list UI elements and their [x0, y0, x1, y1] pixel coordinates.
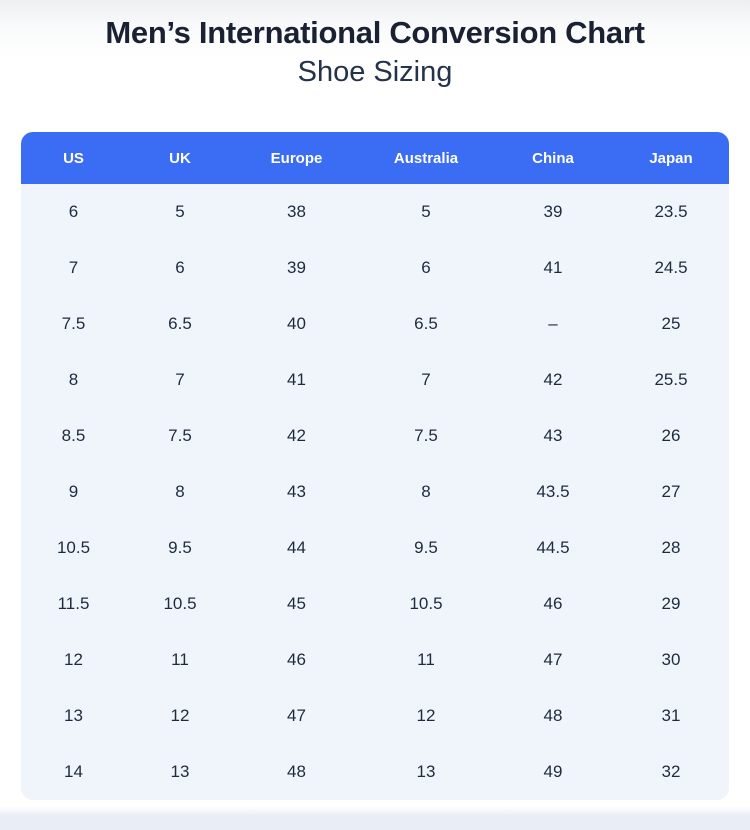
- table-cell: 12: [64, 650, 83, 669]
- table-cell: 7: [421, 370, 431, 389]
- table-cell: 28: [661, 538, 681, 557]
- table-cell: 8: [68, 370, 79, 389]
- table-cell: 23.5: [654, 202, 688, 221]
- table-cell: 12: [170, 706, 190, 725]
- column-header-australia: Australia: [359, 132, 493, 184]
- table-cell: 8.5: [61, 426, 86, 445]
- table-cell: 7.5: [61, 314, 86, 333]
- column-header-china: China: [493, 132, 613, 184]
- conversion-table-card: US UK Europe Australia China Japan 6 5 38 5…: [21, 132, 729, 800]
- table-cell: 9.5: [168, 538, 192, 557]
- conversion-table: US UK Europe Australia China Japan 6 5 38 5…: [21, 132, 729, 800]
- table-cell: 5: [175, 202, 185, 221]
- table-cell: 7.5: [168, 426, 192, 445]
- table-row: 10.5 9.5 44 9.5 44.5 28: [21, 520, 729, 576]
- table-row: 7.5 6.5 40 6.5 – 25: [21, 296, 729, 352]
- column-header-japan: Japan: [613, 132, 729, 184]
- page-title: Men’s International Conversion Chart: [105, 15, 645, 50]
- table-cell: 6.5: [168, 314, 192, 333]
- table-cell: 44: [287, 538, 306, 557]
- table-cell: 14: [64, 762, 83, 781]
- table-cell: 42: [287, 426, 306, 445]
- table-cell: 47: [287, 706, 306, 725]
- table-cell: 39: [287, 258, 306, 277]
- table-cell: 42: [543, 370, 563, 389]
- page-subtitle: Shoe Sizing: [297, 56, 453, 88]
- table-cell: 9: [68, 482, 79, 501]
- table-cell: 13: [170, 762, 190, 781]
- column-header-europe: Europe: [234, 132, 359, 184]
- table-row: 14 13 48 13 49 32: [21, 744, 729, 800]
- table-row: 13 12 47 12 48 31: [21, 688, 729, 744]
- table-row: 11.5 10.5 45 10.5 46 29: [21, 576, 729, 632]
- table-cell: 46: [287, 650, 306, 669]
- table-cell: 10.5: [163, 594, 197, 613]
- table-cell: 27: [661, 482, 681, 501]
- table-row: 9 8 43 8 43.5 27: [21, 464, 729, 520]
- table-row: 8.5 7.5 42 7.5 43 26: [21, 408, 729, 464]
- table-cell: 11.5: [57, 594, 90, 613]
- table-cell: 41: [543, 258, 563, 277]
- table-cell: 11: [171, 650, 189, 669]
- table-cell: 9.5: [414, 538, 438, 557]
- table-row: 7 6 39 6 41 24.5: [21, 240, 729, 296]
- table-cell: 48: [543, 706, 563, 725]
- table-cell: 5: [421, 202, 431, 221]
- table-cell: 32: [661, 762, 681, 781]
- table-cell: 38: [287, 202, 306, 221]
- table-cell: 25: [661, 314, 681, 333]
- table-cell: 30: [661, 650, 681, 669]
- column-header-uk: UK: [126, 132, 234, 184]
- table-cell: 41: [287, 370, 306, 389]
- table-cell: 39: [543, 202, 563, 221]
- table-row: 6 5 38 5 39 23.5: [21, 184, 729, 240]
- table-cell: 43: [287, 482, 306, 501]
- table-row: 12 11 46 11 47 30: [21, 632, 729, 688]
- table-cell: 43: [543, 426, 563, 445]
- column-header-us: US: [21, 132, 126, 184]
- table-cell: 31: [661, 706, 681, 725]
- table-cell: 7: [175, 370, 185, 389]
- table-cell: 48: [287, 762, 306, 781]
- table-cell: 8: [175, 482, 185, 501]
- table-cell: 6.5: [414, 314, 438, 333]
- table-cell: 7.5: [414, 426, 438, 445]
- table-cell: –: [548, 314, 558, 333]
- table-cell: 13: [64, 706, 83, 725]
- table-cell: 44.5: [536, 538, 570, 557]
- table-header: US UK Europe Australia China Japan: [21, 132, 729, 184]
- table-cell: 25.5: [654, 370, 688, 389]
- table-cell: 45: [287, 594, 306, 613]
- table-cell: 43.5: [536, 482, 570, 501]
- table-cell: 46: [543, 594, 563, 613]
- table-cell: 24.5: [654, 258, 688, 277]
- table-cell: 49: [543, 762, 563, 781]
- table-cell: 10.5: [409, 594, 443, 613]
- table-cell: 6: [175, 258, 185, 277]
- table-body: 6 5 38 5 39 23.5 7 6 39 6 41 24.5 7.5 6.5 40 6.5 – 25 8 7 41…: [21, 184, 729, 800]
- table-cell: 47: [543, 650, 563, 669]
- table-cell: 40: [287, 314, 306, 333]
- table-cell: 26: [661, 426, 681, 445]
- table-cell: 10.5: [56, 538, 91, 557]
- table-cell: 12: [416, 706, 436, 725]
- table-cell: 29: [661, 594, 681, 613]
- table-header-row: US UK Europe Australia China Japan: [21, 132, 729, 184]
- table-cell: 11: [417, 650, 435, 669]
- table-cell: 6: [421, 258, 431, 277]
- table-cell: 6: [68, 202, 79, 221]
- table-cell: 13: [416, 762, 436, 781]
- table-cell: 7: [68, 258, 79, 277]
- table-cell: 8: [421, 482, 431, 501]
- table-row: 8 7 41 7 42 25.5: [21, 352, 729, 408]
